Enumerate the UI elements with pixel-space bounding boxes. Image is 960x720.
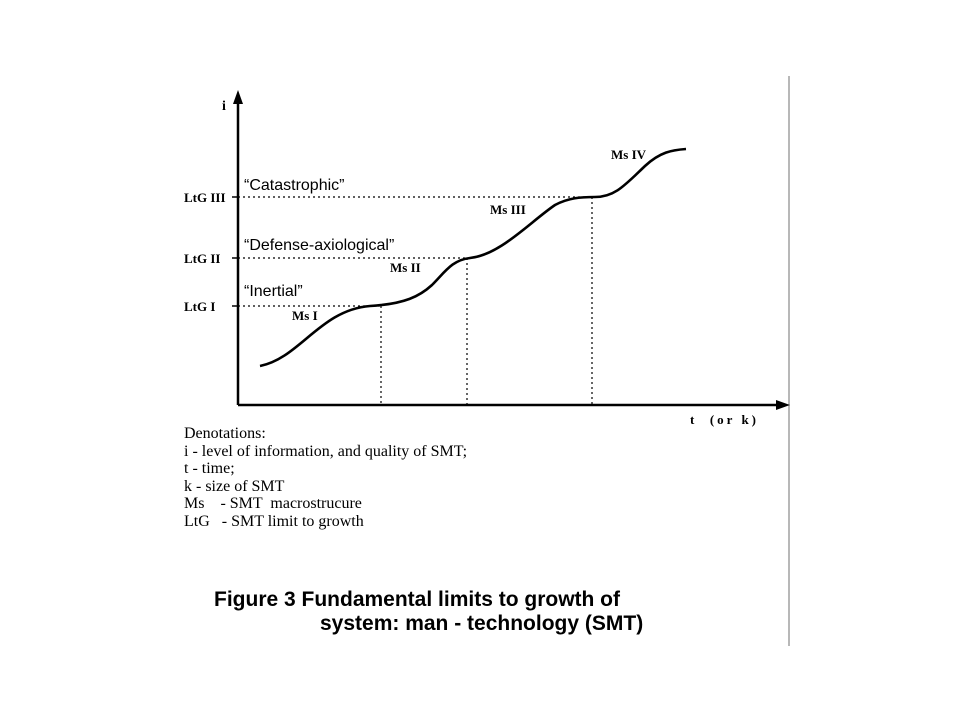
denotations-title: Denotations: bbox=[184, 425, 266, 442]
ms1-label: Ms I bbox=[292, 308, 318, 323]
phase-defense-axiological: “Defense-axiological” bbox=[244, 237, 394, 254]
ltg3-label: LtG III bbox=[184, 190, 226, 205]
denotation-line: t - time; bbox=[184, 460, 235, 477]
denotation-line: LtG - SMT limit to growth bbox=[184, 512, 364, 530]
phase-catastrophic: “Catastrophic” bbox=[244, 177, 344, 194]
figure-panel bbox=[178, 76, 790, 646]
y-axis-label: i bbox=[222, 99, 226, 114]
caption-line-2: system: man - technology (SMT) bbox=[320, 612, 644, 635]
denotation-line: Ms - SMT macrostrucure bbox=[184, 495, 362, 512]
ltg1-label: LtG I bbox=[184, 299, 215, 314]
caption-line-1: Figure 3 Fundamental limits to growth of bbox=[214, 588, 621, 611]
panel-edge bbox=[788, 76, 790, 646]
denotations-legend: Denotations: i - level of information, a… bbox=[184, 425, 604, 530]
ms2-label: Ms II bbox=[390, 260, 421, 275]
ltg2-label: LtG II bbox=[184, 251, 220, 266]
denotation-line: i - level of information, and quality of… bbox=[184, 442, 468, 460]
ms4-label: Ms IV bbox=[611, 147, 647, 162]
denotation-line: k - size of SMT bbox=[184, 477, 285, 495]
phase-inertial: “Inertial” bbox=[244, 283, 303, 300]
y-axis-arrow bbox=[233, 90, 243, 104]
growth-curve bbox=[259, 147, 687, 368]
ms3-label: Ms III bbox=[490, 202, 526, 217]
x-axis-label: t (or k) bbox=[690, 412, 759, 427]
figure-caption: Figure 3 Fundamental limits to growth of… bbox=[214, 588, 774, 636]
x-axis-arrow bbox=[776, 400, 790, 410]
